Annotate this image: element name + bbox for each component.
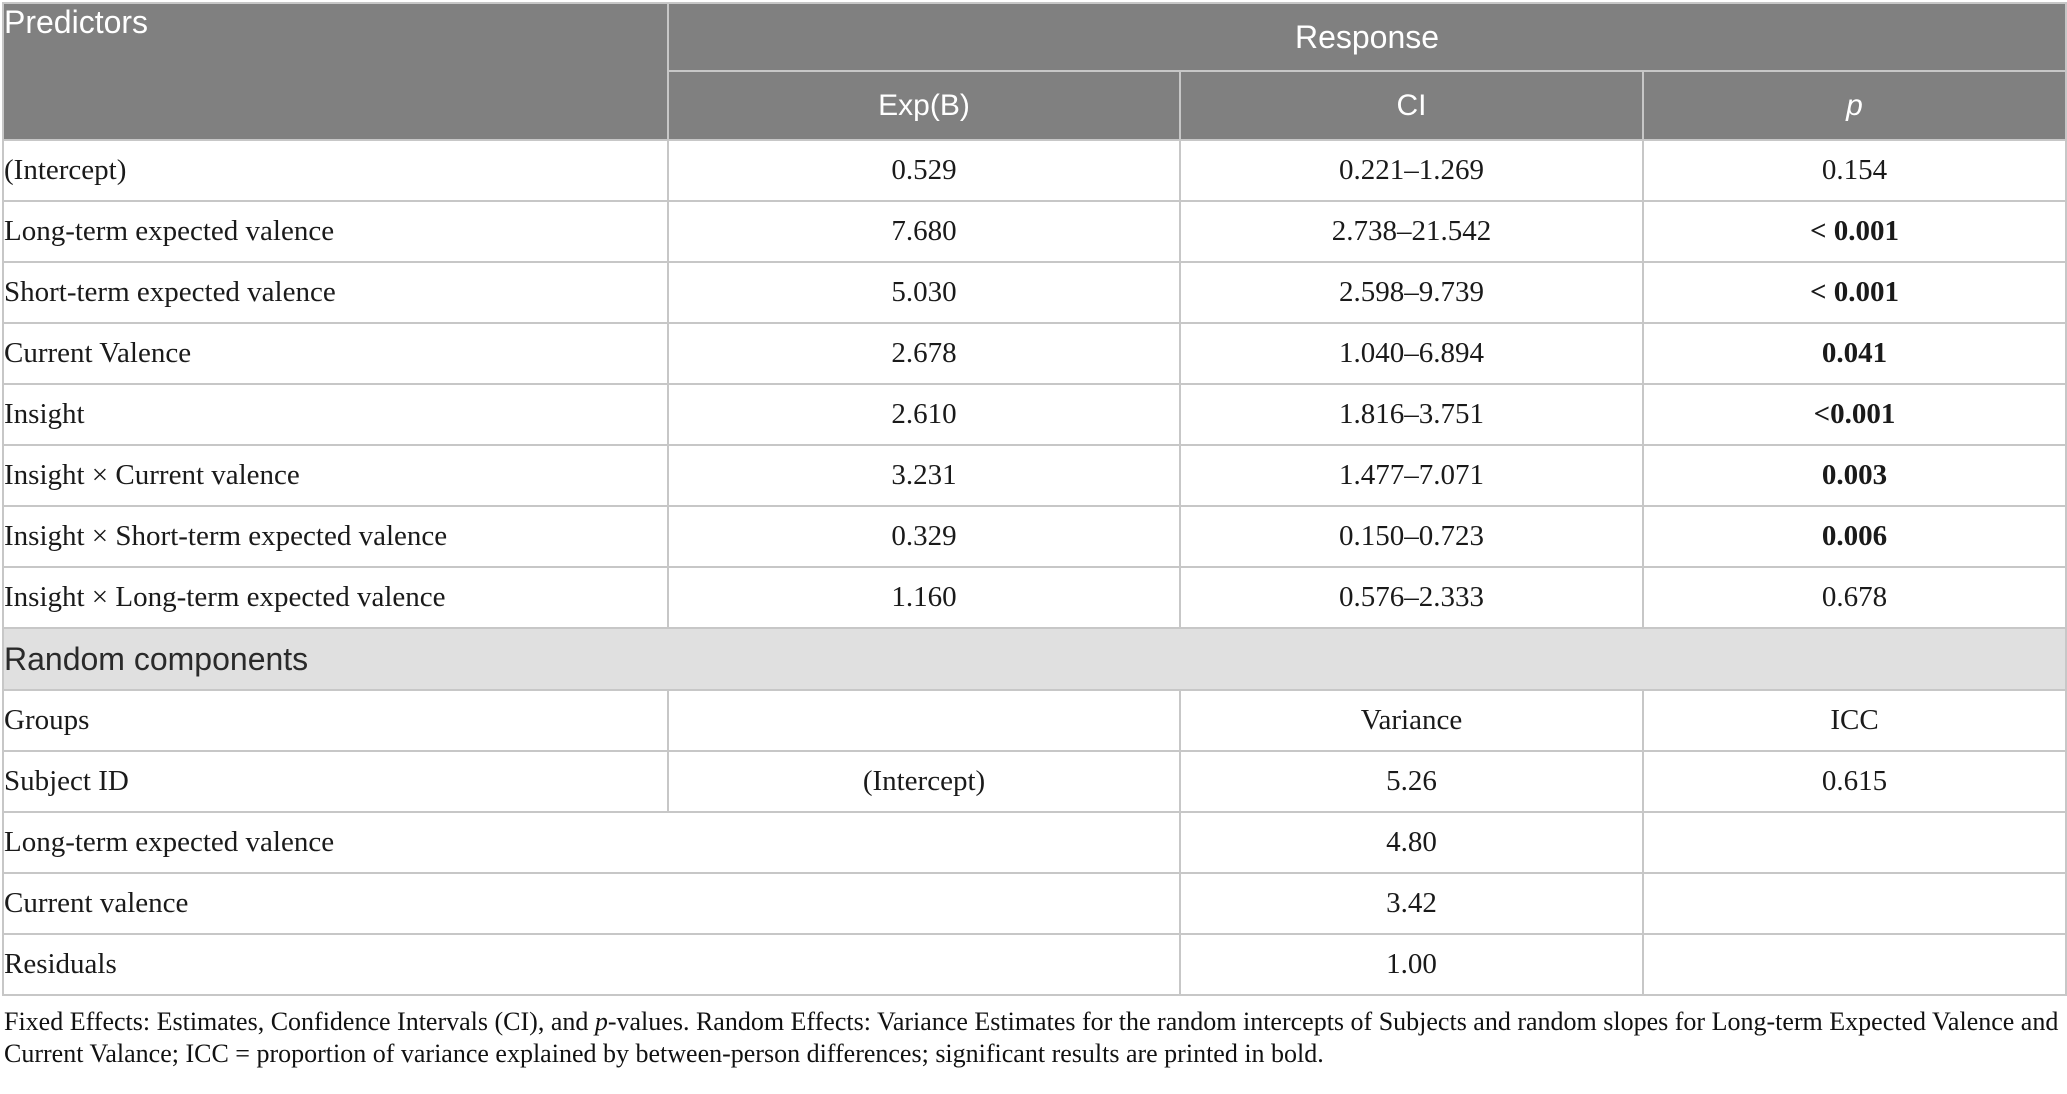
variance-value: 5.26 [1179,750,1644,813]
icc-value: 0.615 [1641,750,2067,813]
predictor-label: Insight × Current valence [2,444,669,507]
footnote-text-end: -values. Random Effects: Variance Estima… [4,1007,2059,1068]
ci-value: 0.221–1.269 [1179,139,1644,202]
header-row-sub: Exp(B) CI p [3,70,2067,141]
variance-value: 1.00 [1179,933,1644,996]
random-slope-label: Long-term expected valence [2,811,1181,874]
table-row-groups: Groups Variance ICC [2,689,2067,752]
predictor-label: Insight [2,383,669,446]
exp-b-value: 5.030 [667,261,1181,324]
icc-header: ICC [1641,689,2067,752]
table-footnote: Fixed Effects: Estimates, Confidence Int… [4,1006,2063,1070]
random-components-band: Random components [1,627,2067,691]
ci-value: 2.598–9.739 [1179,261,1644,324]
predictor-label: Insight × Long-term expected valence [2,566,669,629]
p-value: 0.678 [1641,566,2067,629]
icc-value [1641,933,2067,996]
table-row-insight-x-current: Insight × Current valence 3.231 1.477–7.… [2,444,2067,507]
p-value: < 0.001 [1641,200,2067,263]
p-value: < 0.001 [1641,261,2067,324]
col-header-p: p [1641,70,2067,141]
p-value: 0.041 [1641,322,2067,385]
table-row-insight-x-long-term: Insight × Long-term expected valence 1.1… [2,566,2067,629]
random-slope-label: Current valence [2,872,1181,935]
predictor-label: Long-term expected valence [2,200,669,263]
table-row-subject-id: Subject ID (Intercept) 5.26 0.615 [2,750,2067,813]
table-row-insight: Insight 2.610 1.816–3.751 <0.001 [2,383,2067,446]
exp-b-value: 2.678 [667,322,1181,385]
ci-value: 0.576–2.333 [1179,566,1644,629]
variance-header: Variance [1179,689,1644,752]
icc-value [1641,872,2067,935]
mixed-model-results-table: Predictors Response Exp(B) CI p (Interce… [1,2,2067,996]
predictor-label: (Intercept) [2,139,669,202]
p-value: 0.154 [1641,139,2067,202]
table-row-random-current: Current valence 3.42 [2,872,2067,935]
subject-id-label: Subject ID [2,750,669,813]
empty-cell [667,689,1181,752]
random-components-label: Random components [1,627,2067,691]
ci-value: 1.477–7.071 [1179,444,1644,507]
ci-value: 2.738–21.542 [1179,200,1644,263]
col-header-ci: CI [1179,70,1644,141]
icc-value [1641,811,2067,874]
exp-b-value: 2.610 [667,383,1181,446]
exp-b-value: 3.231 [667,444,1181,507]
table-row-intercept: (Intercept) 0.529 0.221–1.269 0.154 [2,139,2067,202]
p-value: <0.001 [1641,383,2067,446]
p-value: 0.003 [1641,444,2067,507]
col-header-response: Response [666,2,2067,72]
table-row-long-term-valence: Long-term expected valence 7.680 2.738–2… [2,200,2067,263]
header-row-top: Predictors Response [2,2,2067,141]
predictor-label: Current Valence [2,322,669,385]
exp-b-value: 0.529 [667,139,1181,202]
exp-b-value: 1.160 [667,566,1181,629]
col-header-predictors: Predictors [2,2,669,141]
variance-value: 3.42 [1179,872,1644,935]
footnote-italic-p: p [594,1007,608,1036]
ci-value: 1.040–6.894 [1179,322,1644,385]
table-row-random-long-term: Long-term expected valence 4.80 [2,811,2067,874]
table-row-current-valence: Current Valence 2.678 1.040–6.894 0.041 [2,322,2067,385]
exp-b-value: 0.329 [667,505,1181,568]
predictor-label: Insight × Short-term expected valence [2,505,669,568]
p-value: 0.006 [1641,505,2067,568]
predictor-label: Short-term expected valence [2,261,669,324]
table-row-residuals: Residuals 1.00 [2,933,2067,996]
table-row-short-term-valence: Short-term expected valence 5.030 2.598–… [2,261,2067,324]
variance-value: 4.80 [1179,811,1644,874]
footnote-text-start: Fixed Effects: Estimates, Confidence Int… [4,1007,595,1036]
ci-value: 1.816–3.751 [1179,383,1644,446]
table-row-insight-x-short-term: Insight × Short-term expected valence 0.… [2,505,2067,568]
groups-label: Groups [2,689,669,752]
ci-value: 0.150–0.723 [1179,505,1644,568]
intercept-cell: (Intercept) [667,750,1181,813]
residuals-label: Residuals [2,933,1181,996]
exp-b-value: 7.680 [667,200,1181,263]
col-header-exp-b: Exp(B) [667,70,1181,141]
